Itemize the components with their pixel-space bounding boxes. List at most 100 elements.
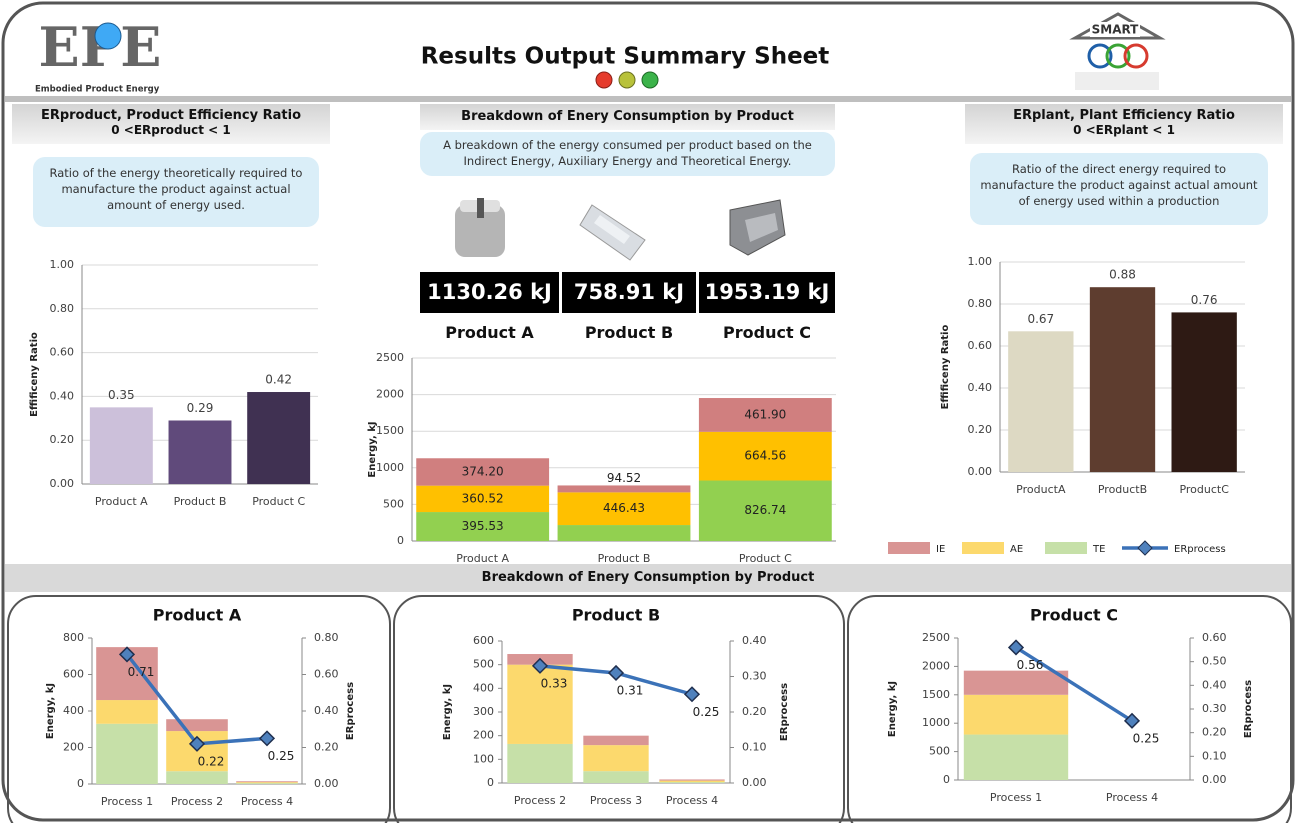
y-tick-label: 1.00 (968, 255, 993, 268)
bar (247, 392, 311, 484)
bar-segment (416, 485, 550, 513)
bar-segment (96, 723, 158, 784)
y-tick-label: 1500 (376, 424, 404, 437)
y-tick-label: 0 (487, 776, 494, 789)
product-name: Product C (723, 323, 811, 342)
marker (1007, 639, 1025, 656)
y-axis-label: Effificeny Ratio (940, 325, 951, 410)
y2-axis-label: ERprocess (779, 683, 790, 741)
x-tick-label: ProductB (1098, 483, 1147, 496)
bar-segment (698, 431, 832, 481)
bar-segment (96, 700, 158, 724)
y-tick-label: 0 (943, 773, 950, 786)
bar-segment (698, 480, 832, 541)
bar-segment (583, 745, 649, 772)
y-tick-label: 800 (63, 631, 84, 644)
line (1015, 645, 1133, 723)
panel-frame (393, 595, 845, 823)
data-label: 0.71 (128, 665, 155, 679)
bar-segment (557, 492, 691, 526)
bar-segment (963, 670, 1069, 695)
x-tick-label: Process 2 (171, 795, 223, 808)
bar-segment (166, 719, 228, 732)
status-light (641, 71, 659, 89)
data-label: 0.25 (268, 749, 295, 763)
marker (188, 735, 206, 752)
panel-frame (847, 595, 1292, 823)
y2-tick-label: 0.50 (1202, 655, 1227, 668)
status-light (595, 71, 613, 89)
y-tick-label: 1.00 (50, 258, 75, 271)
description: Ratio of the direct energy required to m… (970, 153, 1268, 225)
product-name: Product A (445, 323, 534, 342)
legend-swatch (888, 542, 930, 554)
header-rule (5, 96, 1291, 102)
bar (168, 420, 232, 484)
y2-axis-label: ERprocess (1243, 680, 1254, 738)
x-tick-label: Process 2 (514, 794, 566, 807)
y-tick-label: 200 (473, 729, 494, 742)
y-tick-label: 0.80 (968, 297, 993, 310)
total-label: 758.91 kJ (562, 272, 696, 313)
legend-label: TE (1092, 544, 1105, 555)
chart-title: Product C (1030, 606, 1118, 625)
y-tick-label: 500 (383, 497, 404, 510)
status-light (618, 71, 636, 89)
y2-tick-label: 0.60 (1202, 631, 1227, 644)
y-tick-label: 0.60 (50, 346, 75, 359)
y-tick-label: 100 (473, 752, 494, 765)
y-axis-label: Energy, kJ (45, 683, 56, 739)
y-tick-label: 0.80 (50, 302, 75, 315)
y-tick-label: 0 (397, 534, 404, 547)
bar-segment (963, 734, 1069, 780)
data-label: 0.88 (1109, 268, 1136, 282)
logo-left: EPE (39, 15, 162, 79)
y2-tick-label: 0.00 (1202, 773, 1227, 786)
product-name: Product B (584, 323, 674, 342)
data-label: 0.25 (1133, 731, 1160, 745)
y-tick-label: 0.20 (968, 423, 993, 436)
marker (683, 686, 701, 703)
x-tick-label: Process 3 (590, 794, 642, 807)
bar (1171, 312, 1237, 472)
marker (531, 657, 549, 674)
y-tick-label: 1000 (376, 461, 404, 474)
total-label: 1953.19 kJ (699, 272, 835, 313)
data-label: 0.56 (1017, 658, 1044, 672)
data-label: 395.53 (462, 519, 504, 533)
x-tick-label: Product B (174, 495, 227, 508)
bar-segment (557, 485, 691, 493)
y-tick-label: 600 (63, 668, 84, 681)
y-tick-label: 600 (473, 634, 494, 647)
bar-segment (507, 664, 573, 744)
data-label: 461.90 (744, 407, 786, 421)
y-tick-label: 0.00 (50, 477, 75, 490)
y-tick-label: 400 (473, 681, 494, 694)
description: A breakdown of the energy consumed per p… (420, 132, 835, 176)
y2-tick-label: 0.20 (742, 705, 767, 718)
logo-caption: Embodied Product Energy (35, 85, 160, 95)
y-tick-label: 500 (473, 658, 494, 671)
y2-tick-label: 0.00 (742, 776, 767, 789)
data-label: 0.22 (198, 754, 225, 768)
panel-heading: ERplant, Plant Efficiency Ratio 0 <ERpla… (965, 104, 1283, 144)
total-label: 1130.26 kJ (420, 272, 559, 313)
y2-axis-label: ERprocess (345, 682, 356, 740)
data-label: 0.25 (693, 705, 720, 719)
y-tick-label: 2500 (376, 351, 404, 364)
y2-tick-label: 0.80 (314, 631, 339, 644)
panel-heading: Breakdown of Enery Consumption by Produc… (420, 104, 835, 130)
product-image (455, 198, 505, 257)
x-tick-label: Process 4 (666, 794, 718, 807)
page-title: Results Output Summary Sheet (421, 44, 830, 70)
y-tick-label: 1000 (922, 716, 950, 729)
x-tick-label: Process 1 (101, 795, 153, 808)
description: Ratio of the energy theoretically requir… (33, 157, 319, 227)
marker (118, 646, 136, 663)
y-axis-label: Energy, kJ (367, 421, 378, 477)
y-tick-label: 500 (929, 745, 950, 758)
marker (607, 664, 625, 682)
